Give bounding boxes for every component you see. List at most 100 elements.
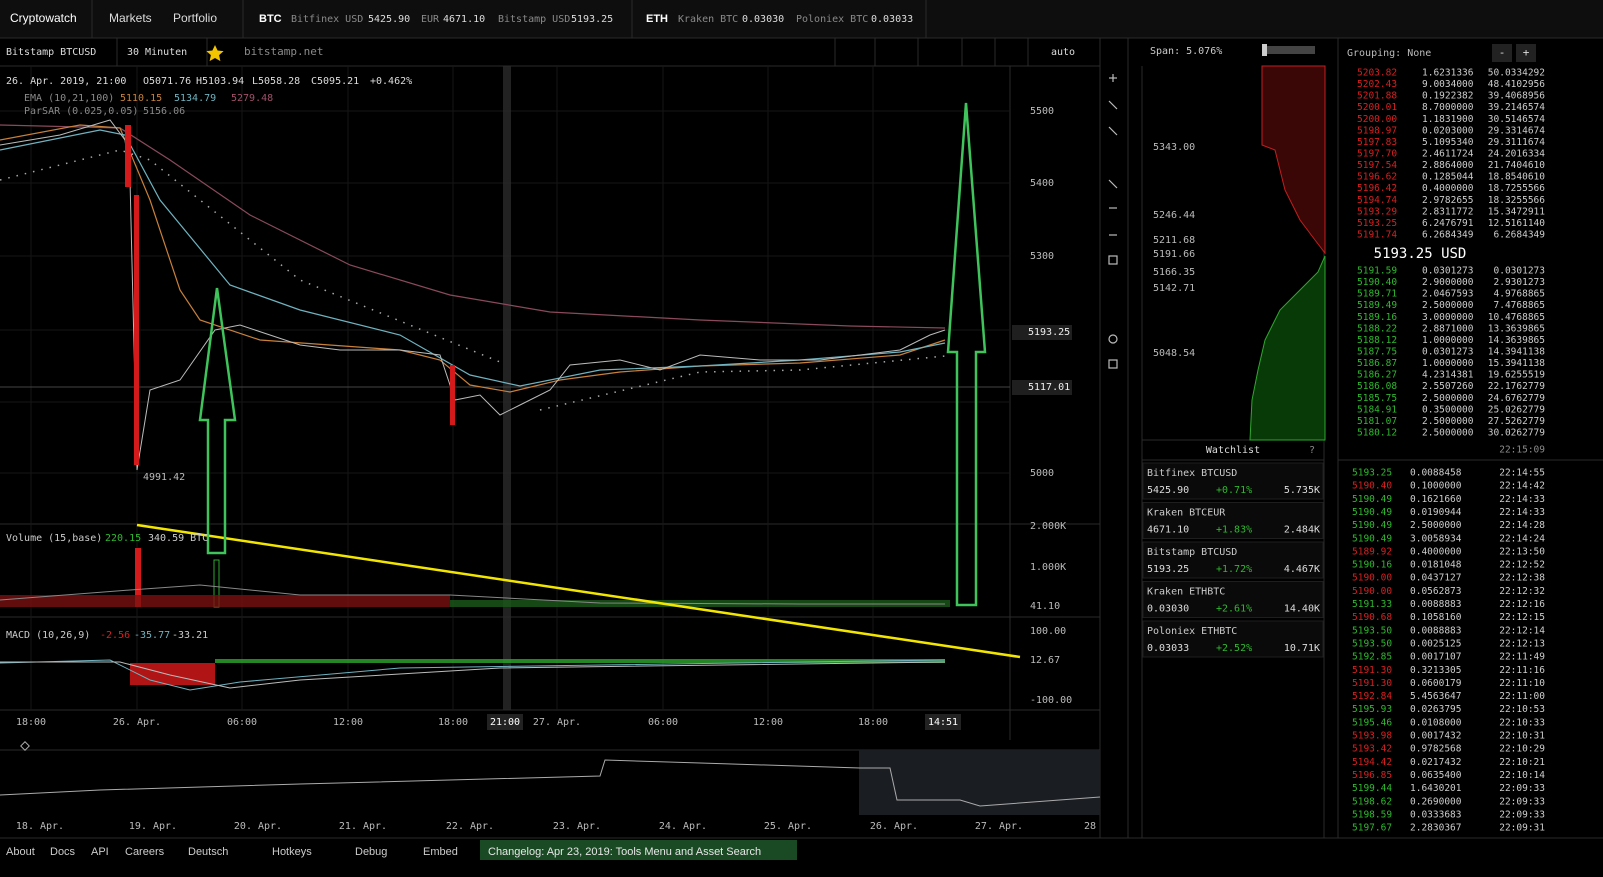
trade-price: 5191.30 bbox=[1352, 665, 1392, 676]
trade-time: 22:12:52 bbox=[1499, 560, 1545, 571]
scale-toggle[interactable]: auto bbox=[1051, 47, 1075, 58]
footer-menu[interactable]: Deutsch bbox=[188, 846, 228, 858]
tool-icon[interactable] bbox=[1108, 100, 1118, 110]
candle bbox=[450, 365, 455, 425]
span-slider[interactable] bbox=[1262, 46, 1315, 54]
favorite-star[interactable] bbox=[206, 45, 224, 62]
quote-exchange[interactable]: Bitfinex USD bbox=[291, 14, 363, 25]
trade-amount: 0.0025125 bbox=[1410, 638, 1461, 649]
book-amount: 2.5000000 bbox=[1422, 427, 1474, 438]
book-price: 5197.54 bbox=[1357, 160, 1397, 171]
footer-link[interactable]: API bbox=[91, 846, 109, 858]
tool-icon[interactable] bbox=[1108, 126, 1118, 136]
tool-icon[interactable] bbox=[1108, 179, 1118, 189]
trade-amount: 0.0017107 bbox=[1410, 652, 1461, 663]
book-price: 5180.12 bbox=[1357, 427, 1397, 438]
watchlist-market[interactable]: Bitfinex BTCUSD bbox=[1147, 468, 1237, 479]
tool-icon[interactable] bbox=[1108, 359, 1118, 369]
changelog-badge[interactable] bbox=[480, 840, 797, 860]
exchange-link[interactable]: bitstamp.net bbox=[244, 45, 323, 58]
trade-amount: 0.4000000 bbox=[1410, 546, 1462, 557]
quote-price[interactable]: 5425.90 bbox=[368, 14, 410, 25]
grouping-button-label[interactable]: - bbox=[1499, 46, 1506, 59]
trade-price: 5196.85 bbox=[1352, 770, 1392, 781]
trade-time: 22:12:16 bbox=[1499, 599, 1545, 610]
nav-link[interactable]: Portfolio bbox=[173, 11, 217, 25]
tool-icon[interactable] bbox=[1108, 334, 1118, 344]
navigator-window[interactable] bbox=[859, 750, 1100, 815]
watchlist-item[interactable] bbox=[1142, 620, 1324, 658]
book-amount: 2.8311772 bbox=[1422, 206, 1473, 217]
footer-menu[interactable]: Debug bbox=[355, 846, 387, 858]
trade-amount: 0.0217432 bbox=[1410, 757, 1461, 768]
book-amount: 2.4611724 bbox=[1422, 148, 1474, 159]
quote-price[interactable]: 5193.25 bbox=[571, 14, 613, 25]
quote-price[interactable]: 0.03030 bbox=[742, 14, 784, 25]
trade-time: 22:12:32 bbox=[1499, 586, 1545, 597]
quote-exchange[interactable]: Poloniex BTC bbox=[796, 14, 868, 25]
watchlist-item[interactable] bbox=[1142, 462, 1324, 500]
interval-select[interactable]: 30 Minuten bbox=[127, 47, 187, 58]
footer-link[interactable]: Careers bbox=[125, 846, 165, 858]
asset-label[interactable]: ETH bbox=[646, 13, 668, 25]
watchlist-help[interactable]: ? bbox=[1309, 445, 1315, 456]
watchlist-item[interactable] bbox=[1142, 502, 1324, 539]
watchlist-item[interactable] bbox=[1142, 581, 1324, 618]
quote-exchange[interactable]: Bitstamp USD bbox=[498, 14, 570, 25]
book-amount: 6.2684349 bbox=[1422, 229, 1474, 240]
volume-value: 220.15 bbox=[105, 533, 141, 544]
indicator-value: 5156.06 bbox=[143, 106, 185, 117]
legend-ohlc: L5058.28 bbox=[252, 76, 300, 87]
watchlist-market[interactable]: Poloniex ETHBTC bbox=[1147, 626, 1237, 637]
navigator-tick-label: 20. Apr. bbox=[234, 821, 282, 832]
footer-menu[interactable]: Embed bbox=[423, 846, 458, 858]
candle bbox=[125, 125, 131, 187]
footer-link[interactable]: Docs bbox=[50, 846, 76, 858]
tool-icon[interactable] bbox=[1108, 255, 1118, 265]
trade-amount: 0.3213305 bbox=[1410, 665, 1461, 676]
watchlist-volume: 14.40K bbox=[1284, 604, 1320, 615]
book-price: 5190.40 bbox=[1357, 277, 1397, 288]
brand[interactable]: Cryptowatch bbox=[10, 11, 77, 25]
marker-icon bbox=[20, 741, 30, 751]
book-total: 39.4068956 bbox=[1488, 91, 1545, 102]
grouping-button[interactable] bbox=[1516, 44, 1536, 62]
trade-amount: 0.0333683 bbox=[1410, 809, 1461, 820]
watchlist-market[interactable]: Kraken ETHBTC bbox=[1147, 587, 1225, 598]
trade-amount: 0.0108000 bbox=[1410, 717, 1462, 728]
asset-label[interactable]: BTC bbox=[259, 13, 282, 25]
grouping-label[interactable]: Grouping: None bbox=[1347, 48, 1431, 59]
footer-link[interactable]: About bbox=[6, 846, 35, 858]
trade-time: 22:12:13 bbox=[1499, 638, 1545, 649]
book-total: 22.1762779 bbox=[1488, 381, 1545, 392]
quote-exchange[interactable]: EUR bbox=[421, 14, 440, 25]
price-tick-label: 5300 bbox=[1030, 251, 1054, 262]
book-amount: 2.5000000 bbox=[1422, 416, 1474, 427]
book-total: 0.0301273 bbox=[1494, 266, 1545, 277]
watchlist-market[interactable]: Bitstamp BTCUSD bbox=[1147, 547, 1237, 558]
grouping-button-label[interactable]: + bbox=[1523, 46, 1530, 59]
changelog-link[interactable]: Changelog: Apr 23, 2019: Tools Menu and … bbox=[488, 846, 761, 858]
footer-menu[interactable]: Hotkeys bbox=[272, 846, 312, 858]
quote-exchange[interactable]: Kraken BTC bbox=[678, 14, 738, 25]
watchlist-change: +2.52% bbox=[1216, 643, 1252, 654]
nav-link[interactable]: Markets bbox=[109, 11, 152, 25]
book-total: 24.6762779 bbox=[1488, 393, 1545, 404]
book-price: 5197.83 bbox=[1357, 137, 1397, 148]
span-handle[interactable] bbox=[1262, 44, 1267, 56]
quote-price[interactable]: 0.03033 bbox=[871, 14, 913, 25]
grouping-button[interactable] bbox=[1492, 44, 1512, 62]
trade-price: 5199.44 bbox=[1352, 783, 1392, 794]
time-highlight bbox=[925, 714, 961, 730]
trade-amount: 0.0181048 bbox=[1410, 560, 1462, 571]
candle bbox=[134, 195, 139, 465]
watchlist-item[interactable] bbox=[1142, 541, 1324, 579]
quote-price[interactable]: 4671.10 bbox=[443, 14, 485, 25]
trade-amount: 0.0263795 bbox=[1410, 704, 1461, 715]
trade-amount: 0.0017432 bbox=[1410, 731, 1461, 742]
watchlist-market[interactable]: Kraken BTCEUR bbox=[1147, 508, 1226, 519]
navigator-tick-label: 19. Apr. bbox=[129, 821, 177, 832]
market-select[interactable]: Bitstamp BTCUSD bbox=[6, 47, 96, 58]
mid-price: 5193.25 USD bbox=[1374, 246, 1467, 262]
navigator-tick-label: 22. Apr. bbox=[446, 821, 494, 832]
